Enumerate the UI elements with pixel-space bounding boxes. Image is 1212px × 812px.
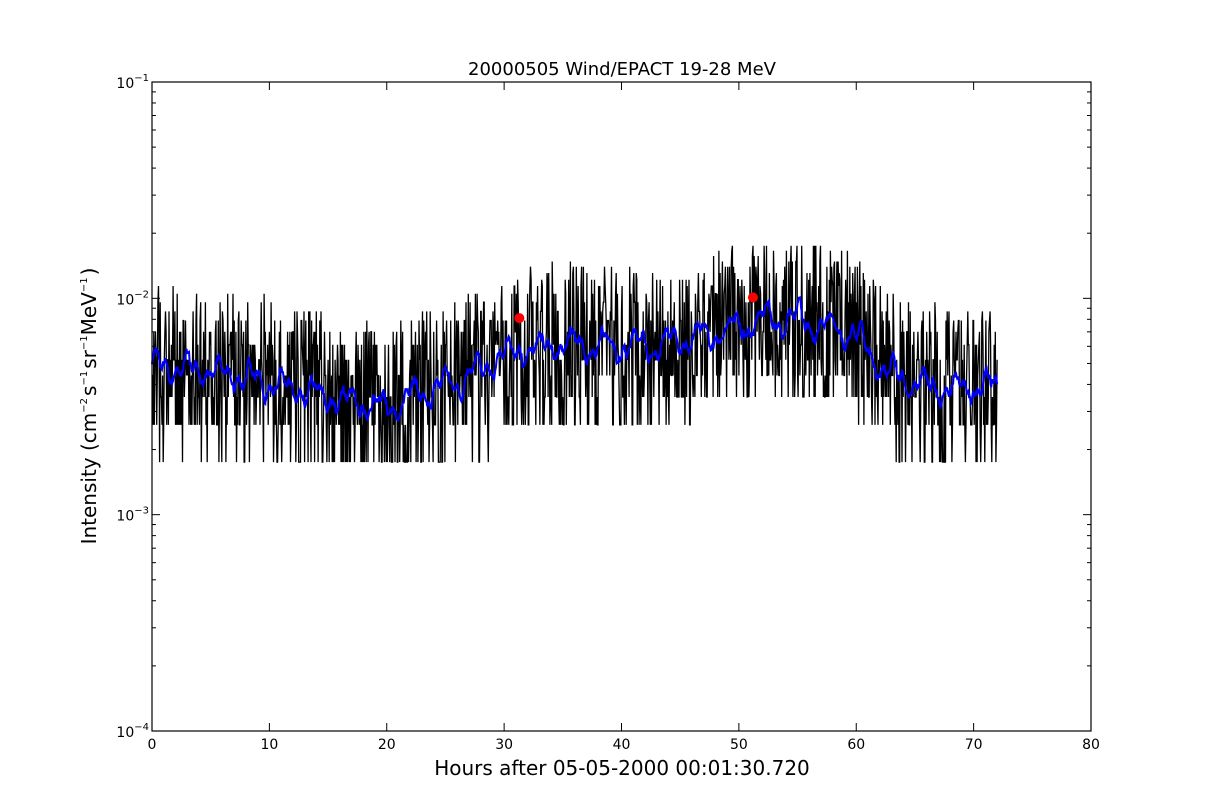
x-tick-label: 30 [495, 737, 513, 753]
y-label-suffix: ) [77, 268, 101, 276]
series-line-1 [151, 245, 998, 463]
y-axis-label: Intensity (cm−2s−1sr−1MeV−1) [77, 268, 101, 545]
y-tick-label: 10−1 [116, 73, 149, 92]
x-tick-labels: 0 10 20 30 40 50 60 70 80 [148, 737, 1100, 753]
y-tick-label: 10−2 [116, 289, 149, 308]
tick-layer [151, 81, 1092, 732]
y-label-mev: MeV [77, 292, 101, 336]
x-tick-label: 20 [378, 737, 396, 753]
x-tick-label: 40 [613, 737, 631, 753]
marker-layer [514, 292, 758, 324]
x-tick-label: 80 [1082, 737, 1100, 753]
y-tick-label: 10−3 [116, 506, 149, 525]
x-tick-label: 50 [730, 737, 748, 753]
y-label-exp-1: −2 [79, 398, 90, 413]
x-tick-label: 0 [148, 737, 157, 753]
x-tick-label: 10 [260, 737, 278, 753]
y-label-exp-3: −1 [79, 335, 90, 350]
marker-point-1 [514, 313, 525, 324]
y-label-exp-4: −1 [79, 277, 90, 292]
y-label-exp-2: −1 [79, 371, 90, 386]
chart-title: 20000505 Wind/EPACT 19-28 MeV [468, 59, 777, 80]
y-label-s: s [77, 386, 101, 396]
x-tick-label: 60 [847, 737, 865, 753]
y-label-prefix: Intensity (cm [77, 413, 101, 545]
y-label-sr: sr [77, 349, 101, 368]
series-line-2 [151, 295, 999, 423]
x-tick-label: 70 [965, 737, 983, 753]
y-tick-labels: 10−4 10−3 10−2 10−1 [116, 73, 149, 741]
x-axis-label: Hours after 05-05-2000 00:01:30.720 [434, 756, 810, 780]
series-layer [151, 245, 999, 463]
y-tick-label: 10−4 [116, 722, 149, 741]
marker-point-2 [747, 292, 758, 303]
